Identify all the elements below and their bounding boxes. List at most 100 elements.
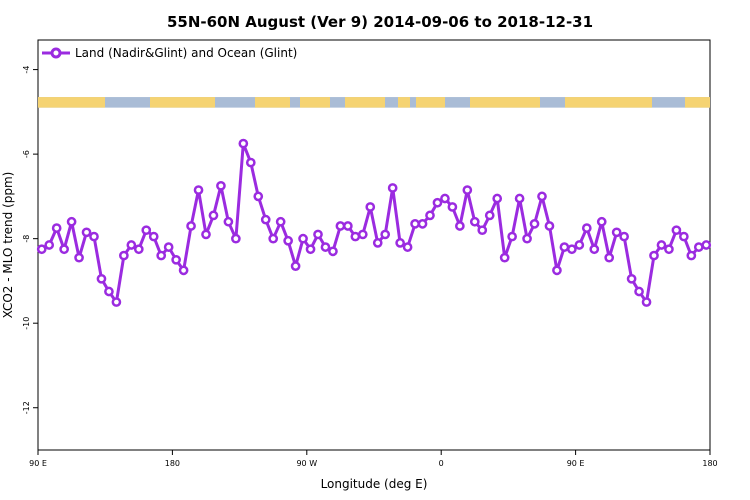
data-point (89, 231, 99, 242)
data-point (201, 229, 211, 240)
data-point (380, 229, 391, 240)
x-axis-label: Longitude (deg E) (321, 477, 428, 491)
data-point (357, 229, 368, 240)
data-point (238, 138, 249, 149)
data-point (619, 231, 629, 242)
land-patch (470, 97, 540, 108)
data-point (469, 216, 480, 227)
data-point (656, 240, 667, 250)
data-point (163, 242, 174, 252)
x-tick-label: 90 E (567, 459, 585, 468)
data-point (432, 197, 443, 208)
data-point (559, 242, 570, 252)
legend-label: Land (Nadir&Glint) and Ocean (Glint) (75, 46, 297, 60)
data-point (455, 221, 465, 231)
data-point (701, 240, 712, 250)
x-tick-label: 180 (165, 459, 180, 468)
data-point (231, 233, 241, 244)
land-patch (300, 97, 330, 108)
y-tick-label: -6 (22, 150, 31, 158)
data-point (462, 185, 473, 195)
data-point (96, 273, 107, 284)
data-point (410, 219, 420, 229)
data-point (522, 233, 532, 244)
data-point (156, 250, 167, 261)
land-patch (685, 97, 710, 108)
data-point (664, 244, 674, 255)
data-point (484, 210, 495, 221)
data-point (133, 244, 144, 255)
data-point (178, 265, 189, 276)
data-point (425, 210, 435, 221)
data-point (477, 225, 488, 236)
data-point (193, 185, 204, 195)
data-point (328, 246, 338, 257)
land-patch (345, 97, 385, 108)
data-point (208, 210, 219, 221)
data-point (387, 183, 398, 193)
data-point (440, 193, 450, 204)
data-point (66, 216, 77, 227)
data-point (111, 297, 122, 307)
chart-title: 55N-60N August (Ver 9) 2014-09-06 to 201… (167, 13, 593, 31)
data-point (395, 238, 405, 248)
data-point (604, 252, 615, 263)
data-point (36, 244, 47, 255)
data-point (649, 250, 659, 261)
land-patch (150, 97, 215, 108)
x-axis-ticks: 90 E 180 90 W 0 90 E 180 (29, 450, 718, 468)
data-point (507, 231, 517, 242)
data-point (596, 216, 607, 227)
land-patch (416, 97, 445, 108)
data-point (126, 240, 137, 250)
data-point (372, 238, 383, 248)
data-point (514, 193, 525, 204)
data-point (343, 221, 353, 231)
data-point (693, 242, 704, 252)
data-point (581, 223, 592, 233)
data-point (51, 223, 62, 233)
data-point (544, 221, 555, 231)
series-line (40, 142, 707, 304)
data-point (552, 265, 562, 276)
data-point (171, 254, 181, 265)
data-point (447, 202, 458, 212)
data-point (679, 231, 689, 242)
data-point (104, 286, 114, 297)
data-point (216, 180, 226, 191)
y-axis-label: XCO2 - MLO trend (ppm) (1, 172, 15, 319)
data-point (283, 235, 293, 246)
legend-swatch-marker (50, 47, 62, 59)
data-point (567, 244, 577, 255)
data-point (626, 273, 637, 284)
data-point (305, 244, 316, 255)
data-point (611, 227, 622, 238)
x-tick-label: 90 E (29, 459, 47, 468)
data-point (44, 240, 55, 250)
data-point (260, 214, 271, 225)
data-point (81, 227, 92, 238)
land-patch (565, 97, 652, 108)
data-point (320, 242, 331, 252)
data-point (402, 242, 413, 252)
data-point (641, 297, 652, 307)
data-point (537, 191, 547, 202)
data-point (589, 244, 600, 255)
y-tick-label: -10 (22, 317, 31, 330)
series-layer (36, 138, 712, 307)
data-point (634, 286, 644, 297)
data-point (268, 233, 279, 244)
data-point (492, 193, 503, 204)
x-tick-label: 90 W (296, 459, 317, 468)
y-tick-label: -8 (22, 235, 31, 243)
data-point (365, 202, 376, 212)
data-point (671, 225, 682, 236)
data-point (335, 221, 346, 231)
y-tick-label: -12 (22, 401, 31, 414)
y-axis-ticks: -4 -6 -8 -10 -12 (22, 66, 38, 414)
data-point (119, 250, 129, 261)
data-point (350, 231, 361, 242)
land-patch (398, 97, 410, 108)
y-tick-label: -4 (22, 66, 31, 74)
